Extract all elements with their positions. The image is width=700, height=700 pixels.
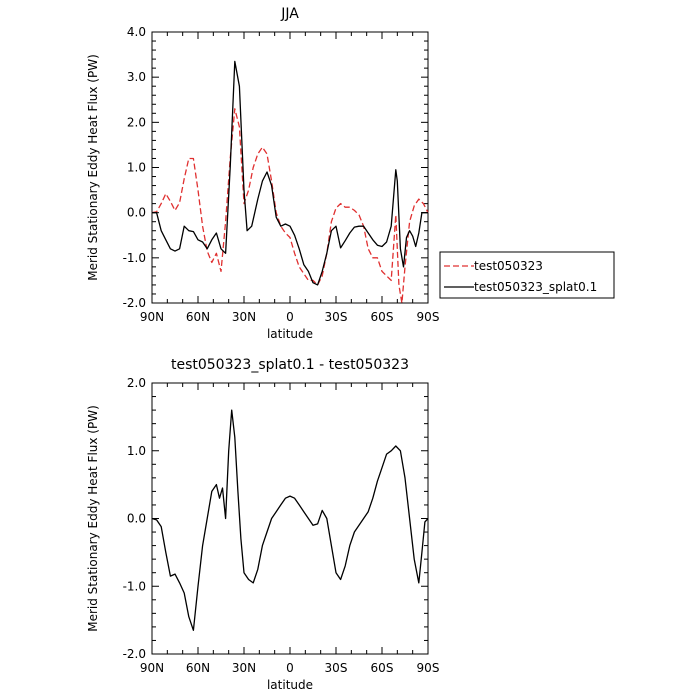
x-tick-label: 30N <box>232 310 256 324</box>
legend-label: test050323_splat0.1 <box>474 280 597 294</box>
x-tick-label: 60N <box>186 661 210 675</box>
y-tick-label: 2.0 <box>127 115 146 129</box>
series-line-1 <box>151 108 429 304</box>
y-axis-label: Merid Stationary Eddy Heat Flux (PW) <box>86 405 100 632</box>
legend: test050323 test050323_splat0.1 <box>439 251 615 299</box>
legend-box <box>439 251 615 299</box>
x-tick-label: 90N <box>140 661 164 675</box>
x-axis-label: latitude <box>267 327 313 341</box>
x-tick-label: 90N <box>140 310 164 324</box>
y-tick-label: 3.0 <box>127 70 146 84</box>
x-tick-label: 30N <box>232 661 256 675</box>
y-tick-label: -2.0 <box>123 296 146 310</box>
x-tick-label: 30S <box>325 310 348 324</box>
x-tick-label: 60S <box>371 310 394 324</box>
y-tick-label: -1.0 <box>123 251 146 265</box>
legend-label: test050323 <box>474 259 543 273</box>
y-tick-label: 0.0 <box>127 206 146 220</box>
x-tick-label: 30S <box>325 661 348 675</box>
y-tick-label: 2.0 <box>127 376 146 390</box>
x-tick-label: 90S <box>417 310 440 324</box>
x-tick-label: 60N <box>186 310 210 324</box>
x-axis-label: latitude <box>267 678 313 692</box>
y-axis-label: Merid Stationary Eddy Heat Flux (PW) <box>86 54 100 281</box>
x-tick-label: 90S <box>417 661 440 675</box>
y-tick-label: -2.0 <box>123 647 146 661</box>
x-tick-label: 60S <box>371 661 394 675</box>
chart-title: test050323_splat0.1 - test050323 <box>171 357 409 373</box>
chart-1: JJA 90N 60N 30N 0 30S 60S 90S -2.0 -1.0 0.0 1.0 2.0 3… <box>86 6 615 341</box>
chart-title: JJA <box>280 6 299 22</box>
y-tick-label: 1.0 <box>127 161 146 175</box>
x-tick-label: 0 <box>286 310 294 324</box>
x-tick-label: 0 <box>286 661 294 675</box>
series-line-2 <box>152 60 428 286</box>
series-line-1 <box>151 409 429 631</box>
plot-frame <box>151 382 429 655</box>
y-tick-label: -1.0 <box>123 579 146 593</box>
y-tick-label: 1.0 <box>127 444 146 458</box>
y-tick-label: 0.0 <box>127 512 146 526</box>
chart-2: test050323_splat0.1 - test050323 90N 60N 30… <box>86 357 439 692</box>
plot-frame <box>151 31 429 304</box>
y-tick-label: 4.0 <box>127 25 146 39</box>
